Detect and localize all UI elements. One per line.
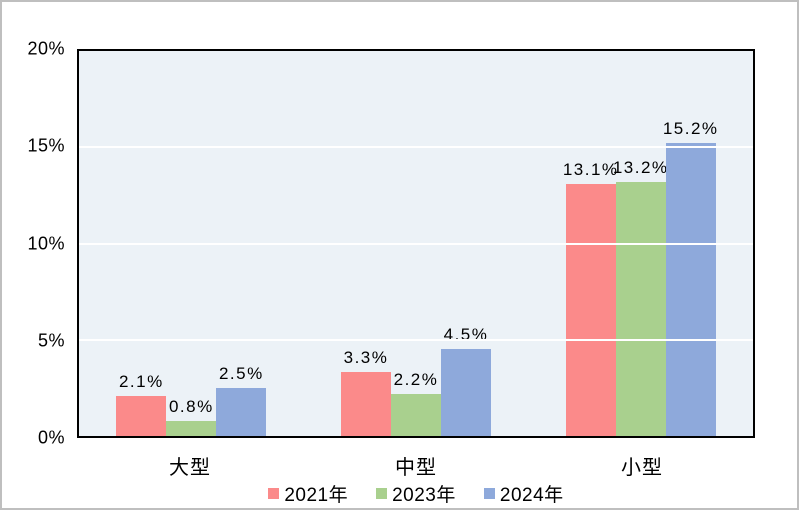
legend-label: 2024年 — [499, 484, 564, 506]
y-axis-tick-label: 10% — [27, 233, 65, 253]
bar-column: 13.2% — [612, 51, 669, 436]
bar-column: 2.5% — [216, 51, 267, 436]
data-label: 13.1% — [562, 159, 619, 179]
category-label: 中型 — [395, 457, 437, 479]
bar-2021年-小型 — [565, 183, 616, 436]
category-label: 小型 — [621, 457, 663, 479]
legend-label: 2021年 — [284, 484, 349, 506]
bar-group: 2.1% 0.8% 2.5% — [79, 51, 304, 436]
bar-2023年-小型 — [615, 181, 666, 436]
bar-2021年-中型 — [341, 372, 391, 436]
legend-swatch-icon — [268, 487, 280, 499]
data-label: 15.2% — [662, 119, 719, 139]
gridline — [79, 338, 753, 341]
y-axis-tick-label: 5% — [37, 330, 65, 351]
legend-item: 2023年 — [376, 480, 456, 507]
bar-2023年-大型 — [166, 420, 217, 436]
bar-2024年-中型 — [441, 349, 491, 436]
bar-column: 2.1% — [116, 51, 167, 436]
bar-column: 0.8% — [166, 51, 217, 436]
data-label: 2.5% — [218, 363, 264, 383]
bar-2024年-小型 — [665, 143, 716, 436]
bar-column: 3.3% — [341, 51, 391, 436]
data-label: 0.8% — [168, 396, 214, 416]
plot-area: 2.1% 0.8% 2.5% 3.3% 2.2% 4.5% 13.1% 13.2% 15.2% — [77, 49, 755, 438]
bar-group: 13.1% 13.2% 15.2% — [528, 51, 753, 436]
y-axis-tick-label: 15% — [27, 135, 65, 156]
data-label: 2.2% — [393, 369, 439, 389]
legend-swatch-icon — [483, 487, 495, 499]
bar-column: 2.2% — [391, 51, 441, 436]
legend-item: 2024年 — [483, 480, 564, 507]
y-axis-tick-label: 20% — [27, 38, 65, 59]
bar-column: 15.2% — [662, 51, 719, 436]
y-axis: 0% 5% 10% 15% 20% — [2, 39, 65, 448]
bar-column: 13.1% — [562, 51, 619, 436]
gridline — [79, 146, 753, 149]
legend-label: 2023年 — [392, 484, 456, 506]
data-label: 3.3% — [343, 348, 389, 368]
data-label: 13.2% — [612, 157, 669, 177]
category-label: 大型 — [169, 457, 211, 479]
bar-2024年-大型 — [216, 387, 267, 436]
x-axis-labels: 大型 中型 小型 — [77, 451, 755, 479]
legend-item: 2021年 — [268, 480, 348, 507]
legend: 2021年 2023年 2024年 — [77, 480, 755, 506]
bar-groups: 2.1% 0.8% 2.5% 3.3% 2.2% 4.5% 13.1% 13.2% 15.2% — [79, 51, 753, 436]
gridline — [79, 242, 753, 245]
data-label: 4.5% — [443, 325, 489, 345]
data-label: 2.1% — [118, 371, 164, 391]
y-axis-tick-label: 0% — [37, 427, 65, 448]
bar-2023年-中型 — [391, 393, 441, 436]
bar-2021年-大型 — [116, 395, 167, 436]
legend-swatch-icon — [376, 487, 388, 499]
